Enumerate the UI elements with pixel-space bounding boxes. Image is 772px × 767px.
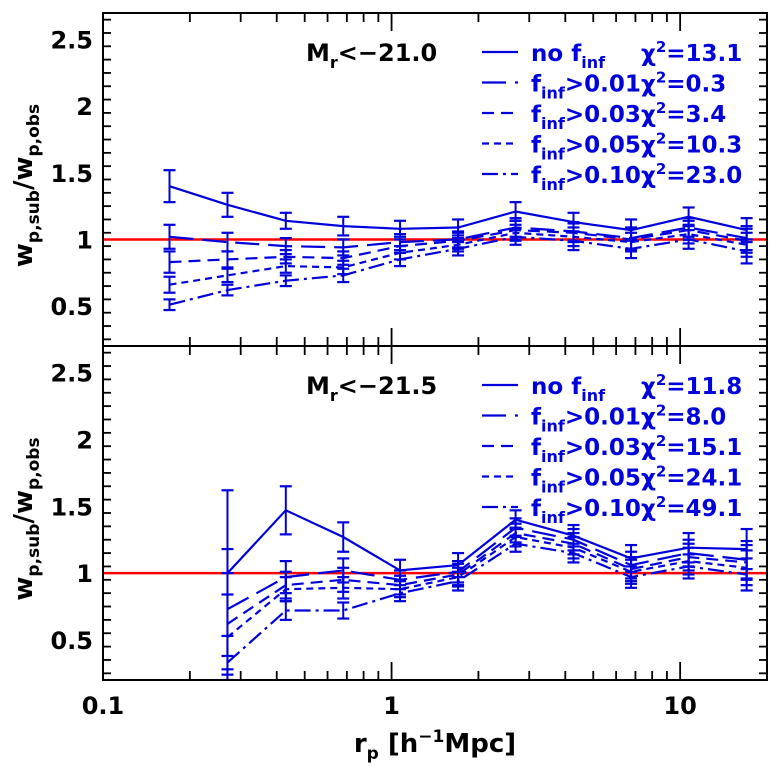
legend-chi-square: χ2=8.0 <box>641 402 726 431</box>
error-bar <box>337 267 350 284</box>
error-bar <box>163 250 176 274</box>
error-bar <box>221 283 234 297</box>
legend-entry: finf>0.01 χ2=0.3 <box>482 69 726 103</box>
y-tick-label: 0.5 <box>50 627 93 655</box>
y-tick-label: 1 <box>76 226 93 254</box>
legend-label: finf>0.01 <box>531 72 641 103</box>
legend-chi-square: χ2=49.1 <box>641 493 742 522</box>
error-bar <box>509 534 522 553</box>
series-2 <box>221 522 753 676</box>
error-bar <box>567 542 580 564</box>
panel-bottom: 0.5 1 1.5 2 2.5 0.1 1 10 wp,sub/wp,obs Mr<−21.5 no… <box>9 345 768 764</box>
legend-entry: finf>0.01 χ2=8.0 <box>482 402 726 436</box>
error-bar <box>337 601 350 620</box>
error-bar <box>163 298 176 312</box>
error-bar <box>163 223 176 250</box>
x-tick-label: 0.1 <box>82 692 125 720</box>
legend-chi-square: χ2=10.3 <box>641 130 742 159</box>
legend-entry: finf>0.10 χ2=23.0 <box>482 160 742 194</box>
error-bar <box>337 215 350 237</box>
series-line <box>226 526 747 611</box>
error-bar <box>509 227 522 246</box>
error-bar <box>279 274 292 288</box>
series-line <box>226 535 747 639</box>
y-tick-label: 2.5 <box>50 27 93 55</box>
y-tick-label: 0.5 <box>50 293 93 321</box>
y-tick-label: 1.5 <box>50 493 93 521</box>
legend-entry: finf>0.10 χ2=49.1 <box>482 493 742 527</box>
x-tick-label: 1 <box>383 692 400 720</box>
error-bar <box>221 634 234 680</box>
x-tick-label: 10 <box>663 692 696 720</box>
x-axis-label: rp [h−1Mpc] <box>354 727 516 764</box>
error-bar <box>221 250 234 269</box>
legend-label: finf>0.05 <box>531 133 641 164</box>
error-bar <box>337 576 350 600</box>
error-bar <box>740 238 753 265</box>
series-4 <box>221 534 753 680</box>
legend-chi-square: χ2=24.1 <box>641 463 742 492</box>
y-axis-label: wp,sub/wp,obs <box>9 104 44 267</box>
chart-panels: 0.5 1 1.5 2 2.5 wp,sub/wp,obs Mr<−21.0 no finf χ… <box>9 12 768 764</box>
error-bar <box>452 570 465 592</box>
legend-chi-square: χ2=11.8 <box>641 371 742 400</box>
error-bar <box>682 553 695 580</box>
sample-annotation: Mr<−21.5 <box>306 372 437 405</box>
error-bar <box>279 485 292 536</box>
legend-chi-square: χ2=23.0 <box>641 160 742 189</box>
legend-chi-square: χ2=0.3 <box>641 69 726 98</box>
legend-label: finf>0.10 <box>531 163 641 194</box>
error-bar <box>337 521 350 553</box>
y-tick-label: 2.5 <box>50 360 93 388</box>
series-4 <box>163 227 753 312</box>
legend-label: no finf <box>531 41 606 72</box>
error-bar <box>394 584 407 603</box>
legend-label: finf>0.03 <box>531 102 641 133</box>
error-bar <box>279 600 292 621</box>
error-bar <box>740 557 753 592</box>
error-bar <box>221 267 234 284</box>
series-line <box>169 226 747 249</box>
error-bar <box>394 251 407 268</box>
y-tick-label: 2 <box>76 93 93 121</box>
sample-annotation: Mr<−21.0 <box>306 39 437 72</box>
error-bar <box>682 229 695 250</box>
legend-chi-square: χ2=3.4 <box>641 99 726 128</box>
series-line <box>226 542 747 664</box>
series-line <box>226 508 747 574</box>
panel-top: 0.5 1 1.5 2 2.5 wp,sub/wp,obs Mr<−21.0 no finf χ… <box>9 12 768 347</box>
legend-entry: finf>0.03 χ2=3.4 <box>482 99 726 133</box>
error-bar <box>452 241 465 257</box>
legend-entry: finf>0.05 χ2=24.1 <box>482 463 742 497</box>
error-bar <box>163 275 176 294</box>
y-tick-label: 1 <box>76 560 93 588</box>
error-bar <box>163 169 176 204</box>
error-bar <box>567 230 580 252</box>
legend-label: finf>0.01 <box>531 405 641 436</box>
legend-label: finf>0.05 <box>531 466 641 497</box>
error-bar <box>625 238 638 260</box>
legend-entry: finf>0.03 χ2=15.1 <box>482 432 742 466</box>
error-bar <box>279 211 292 230</box>
y-tick-label: 2 <box>76 427 93 455</box>
y-axis-label: wp,sub/wp,obs <box>9 437 44 600</box>
legend-label: finf>0.03 <box>531 435 641 466</box>
legend-entry: finf>0.05 χ2=10.3 <box>482 130 742 164</box>
error-bar <box>625 565 638 589</box>
error-bar <box>279 258 292 274</box>
y-tick-label: 1.5 <box>50 160 93 188</box>
legend-chi-square: χ2=15.1 <box>641 432 742 461</box>
legend-entry: no finf χ2=13.1 <box>482 38 742 72</box>
series-line <box>226 531 747 625</box>
legend-entry: no finf χ2=11.8 <box>482 371 742 405</box>
legend-label: no finf <box>531 374 606 405</box>
legend-label: finf>0.10 <box>531 496 641 527</box>
error-bar <box>221 191 234 218</box>
legend-chi-square: χ2=13.1 <box>641 38 742 67</box>
